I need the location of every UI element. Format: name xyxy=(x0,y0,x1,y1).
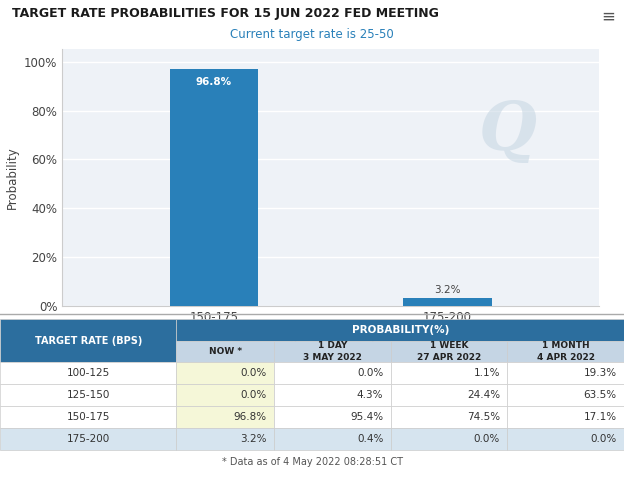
Text: 96.8%: 96.8% xyxy=(196,77,232,87)
X-axis label: Target Rate (in bps): Target Rate (in bps) xyxy=(273,329,389,343)
Text: 0.0%: 0.0% xyxy=(474,434,500,444)
Text: 0.0%: 0.0% xyxy=(357,369,383,378)
Bar xyxy=(507,363,624,384)
Text: * Data as of 4 May 2022 08:28:51 CT: * Data as of 4 May 2022 08:28:51 CT xyxy=(222,457,402,467)
Bar xyxy=(0,384,177,406)
Bar xyxy=(274,363,391,384)
Text: 19.3%: 19.3% xyxy=(583,369,617,378)
Bar xyxy=(177,384,274,406)
Text: 74.5%: 74.5% xyxy=(467,412,500,422)
Bar xyxy=(177,319,624,340)
Bar xyxy=(391,428,507,450)
Text: TARGET RATE (BPS): TARGET RATE (BPS) xyxy=(34,335,142,345)
Bar xyxy=(274,384,391,406)
Text: 175-200: 175-200 xyxy=(67,434,110,444)
Bar xyxy=(177,428,274,450)
Bar xyxy=(274,406,391,428)
Bar xyxy=(391,406,507,428)
Text: TARGET RATE PROBABILITIES FOR 15 JUN 2022 FED MEETING: TARGET RATE PROBABILITIES FOR 15 JUN 202… xyxy=(12,7,439,20)
Text: 3.2%: 3.2% xyxy=(434,285,461,295)
Text: 1 MONTH
4 APR 2022: 1 MONTH 4 APR 2022 xyxy=(537,341,595,362)
Text: 1.1%: 1.1% xyxy=(474,369,500,378)
Bar xyxy=(391,363,507,384)
Text: 125-150: 125-150 xyxy=(67,390,110,400)
Bar xyxy=(507,384,624,406)
Text: PROBABILITY(%): PROBABILITY(%) xyxy=(351,325,449,334)
Bar xyxy=(391,384,507,406)
Bar xyxy=(507,406,624,428)
Text: 0.0%: 0.0% xyxy=(590,434,617,444)
Text: 63.5%: 63.5% xyxy=(583,390,617,400)
Text: NOW *: NOW * xyxy=(209,347,242,356)
Text: 24.4%: 24.4% xyxy=(467,390,500,400)
Bar xyxy=(507,428,624,450)
Text: 150-175: 150-175 xyxy=(67,412,110,422)
Bar xyxy=(177,406,274,428)
Bar xyxy=(0,319,177,363)
Text: ≡: ≡ xyxy=(601,7,615,25)
Bar xyxy=(0,406,177,428)
Text: 0.0%: 0.0% xyxy=(240,390,266,400)
Text: 0.0%: 0.0% xyxy=(240,369,266,378)
Bar xyxy=(0,363,177,384)
Bar xyxy=(177,340,274,363)
Text: 95.4%: 95.4% xyxy=(350,412,383,422)
Text: 0.4%: 0.4% xyxy=(357,434,383,444)
Bar xyxy=(391,340,507,363)
Text: 1 WEEK
27 APR 2022: 1 WEEK 27 APR 2022 xyxy=(417,341,481,362)
Text: Current target rate is 25-50: Current target rate is 25-50 xyxy=(230,28,394,41)
Bar xyxy=(274,340,391,363)
Text: 1 DAY
3 MAY 2022: 1 DAY 3 MAY 2022 xyxy=(303,341,362,362)
Text: 100-125: 100-125 xyxy=(67,369,110,378)
Bar xyxy=(170,70,258,306)
Bar xyxy=(507,340,624,363)
Bar xyxy=(274,428,391,450)
Text: Q: Q xyxy=(479,99,537,164)
Text: 4.3%: 4.3% xyxy=(357,390,383,400)
Y-axis label: Probability: Probability xyxy=(6,146,19,209)
Text: 17.1%: 17.1% xyxy=(583,412,617,422)
Text: 3.2%: 3.2% xyxy=(240,434,266,444)
Text: 96.8%: 96.8% xyxy=(233,412,266,422)
Bar xyxy=(177,363,274,384)
Bar xyxy=(403,298,492,306)
Bar xyxy=(0,428,177,450)
